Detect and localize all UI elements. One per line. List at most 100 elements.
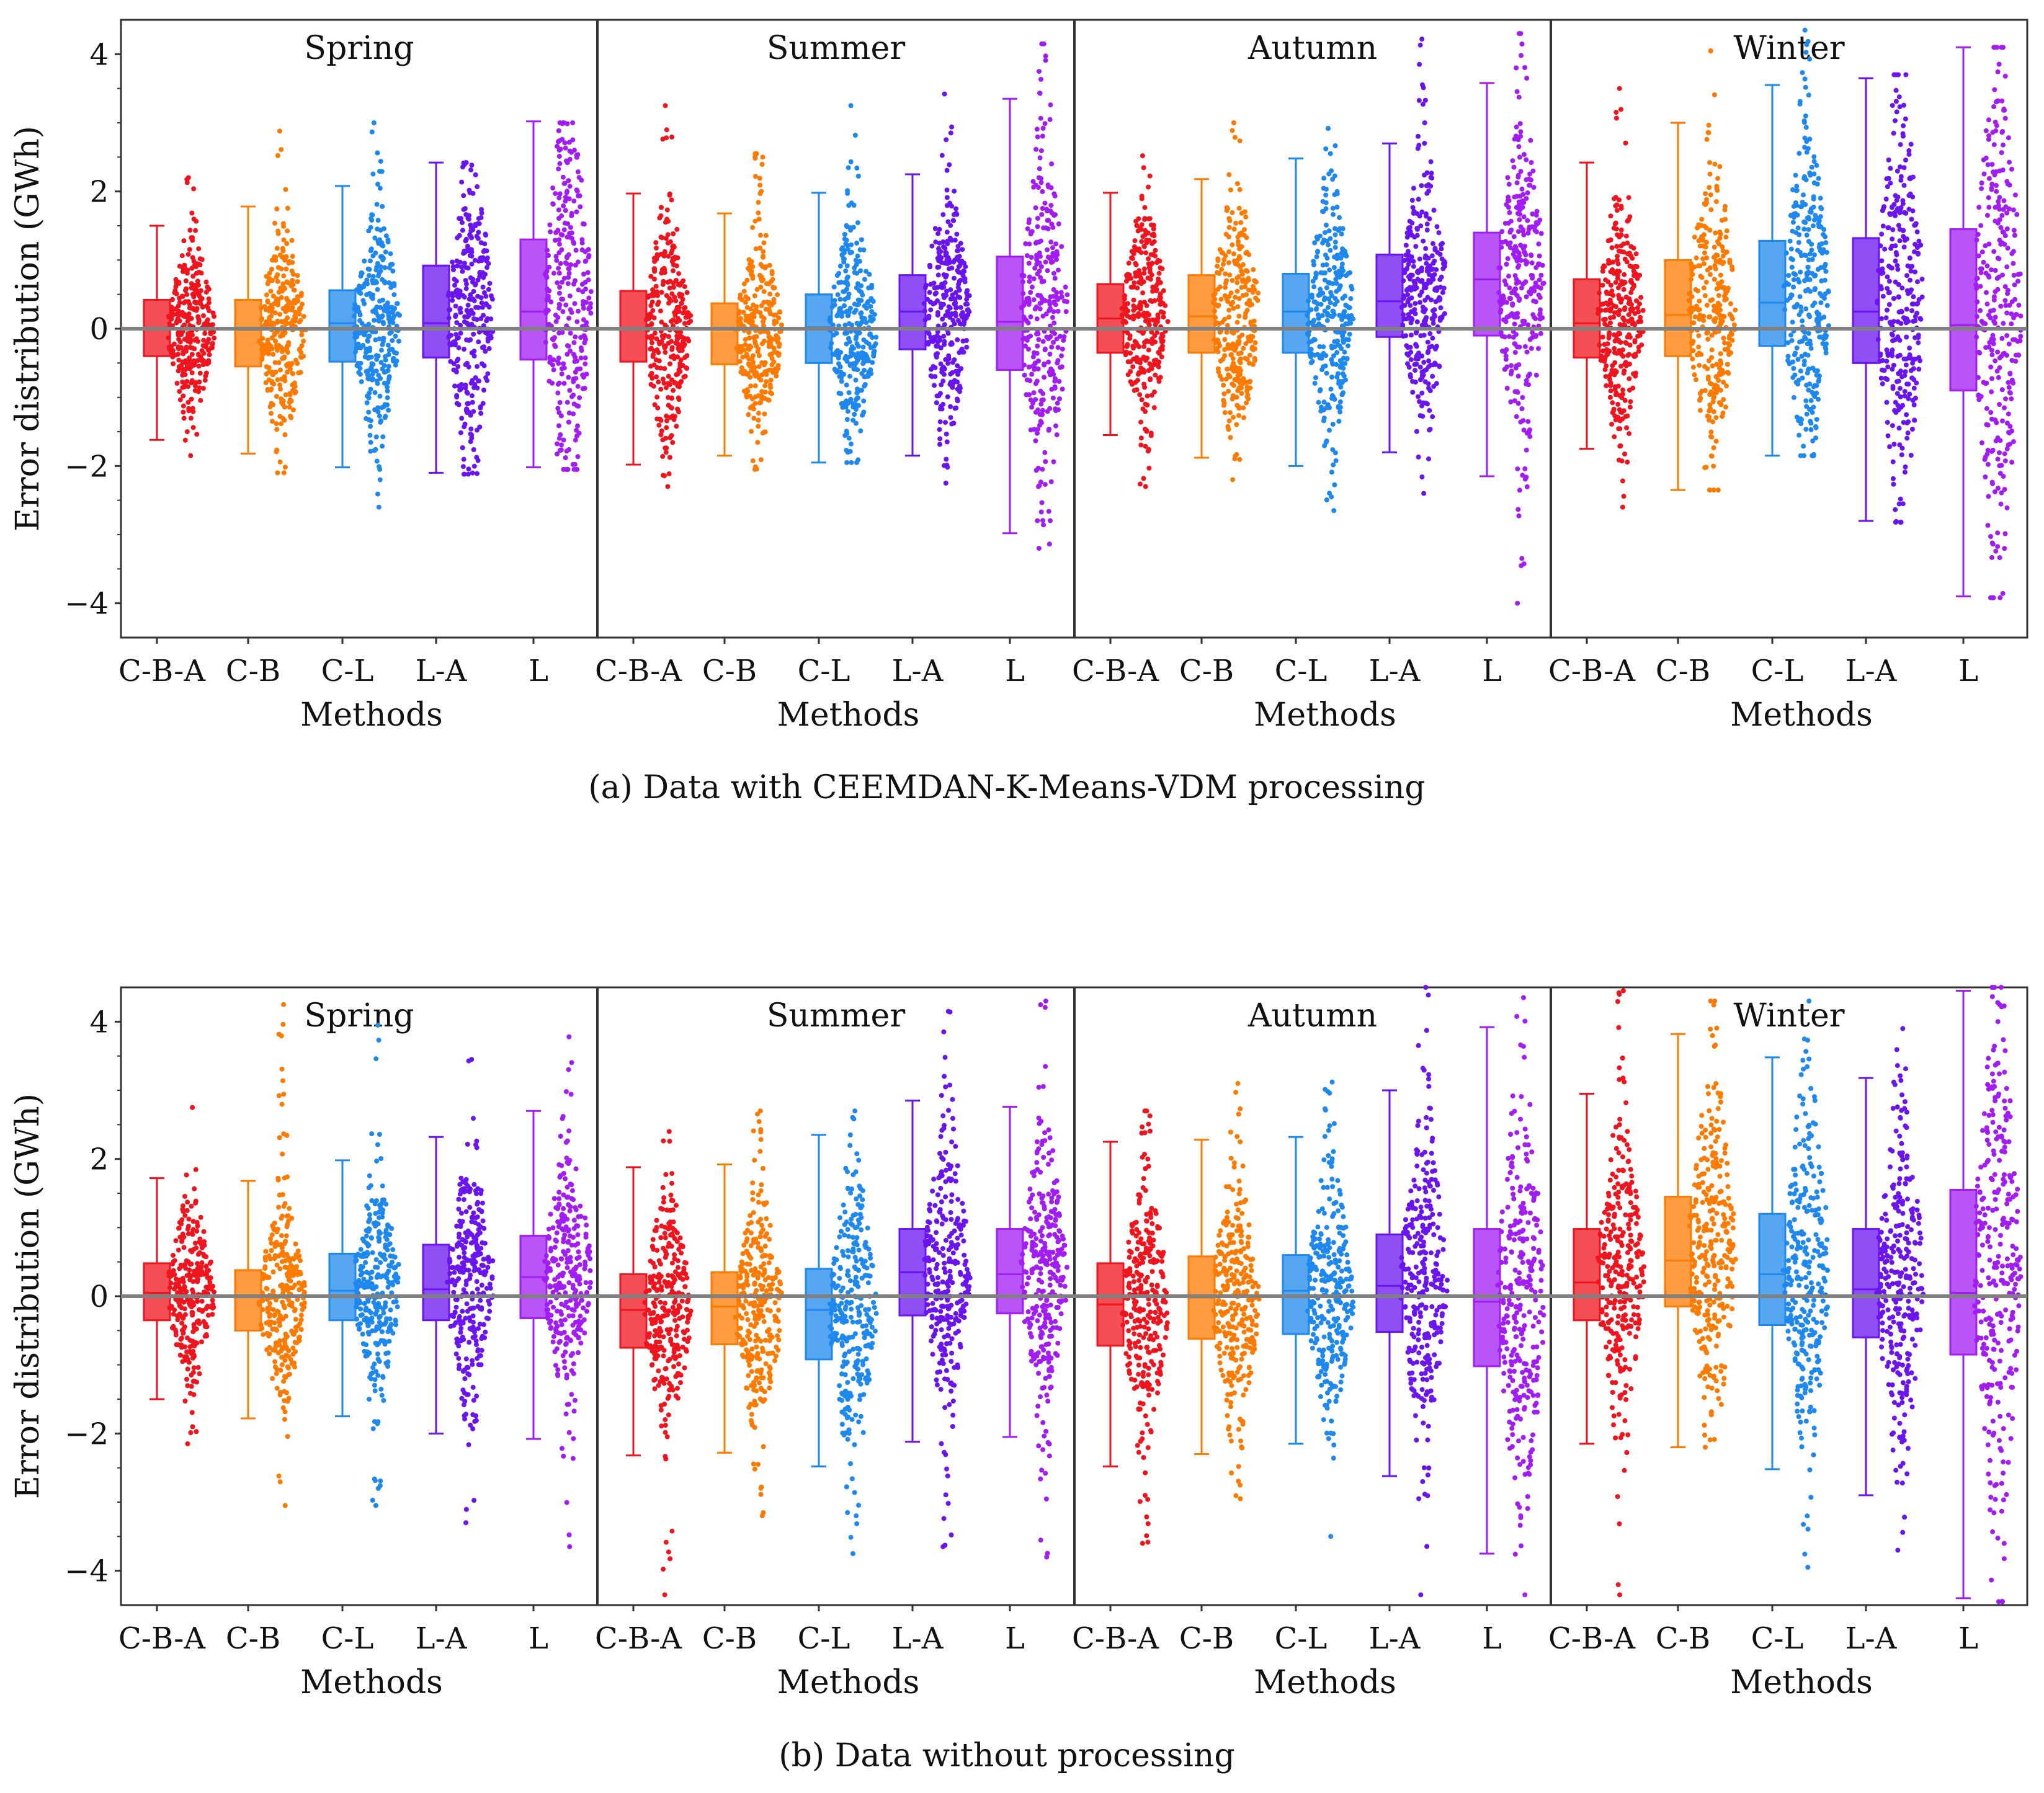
scatter-point	[1310, 295, 1314, 300]
scatter-point	[861, 398, 867, 404]
scatter-point	[1425, 339, 1430, 345]
scatter-point	[1311, 262, 1316, 267]
scatter-point	[182, 437, 188, 443]
scatter-point	[1601, 317, 1606, 323]
scatter-point	[203, 342, 208, 348]
scatter-point	[1497, 299, 1502, 304]
scatter-point	[1630, 256, 1635, 261]
scatter-point	[264, 319, 269, 324]
scatter-point	[193, 228, 199, 233]
scatter-point	[1047, 541, 1052, 547]
scatter-point	[659, 319, 664, 325]
scatter-point	[190, 274, 196, 279]
scatter-point	[1038, 254, 1043, 259]
scatter-point	[269, 380, 275, 386]
scatter-point	[1622, 368, 1627, 373]
scatter-point	[189, 370, 195, 376]
scatter-point	[671, 285, 676, 290]
scatter-point	[190, 332, 195, 338]
scatter-point	[466, 466, 471, 472]
scatter-point	[844, 429, 849, 434]
scatter-point	[467, 232, 473, 238]
scatter-point	[922, 308, 927, 314]
scatter-point	[650, 308, 656, 313]
scatter-point	[296, 370, 301, 376]
scatter-point	[1138, 250, 1144, 256]
scatter-point	[927, 290, 932, 295]
scatter-point	[937, 427, 942, 432]
scatter-point	[193, 380, 199, 385]
scatter-point	[1421, 308, 1426, 314]
scatter-point	[1343, 321, 1349, 327]
scatter-point	[582, 323, 588, 328]
scatter-point	[1141, 381, 1147, 387]
scatter-point	[188, 416, 194, 421]
scatter-point	[281, 237, 287, 242]
scatter-point	[1048, 185, 1054, 190]
scatter-point	[575, 454, 581, 460]
scatter-point	[381, 336, 386, 341]
scatter-point	[1321, 185, 1326, 191]
scatter-point	[1143, 443, 1148, 449]
scatter-point	[394, 358, 399, 364]
scatter-point	[831, 332, 836, 338]
scatter-point	[665, 280, 671, 285]
scatter-point	[390, 269, 396, 274]
scatter-point	[566, 266, 572, 272]
scatter-point	[471, 316, 477, 322]
scatter-point	[1245, 386, 1251, 392]
scatter-point	[1231, 414, 1236, 420]
scatter-point	[579, 247, 585, 252]
scatter-point	[177, 300, 182, 305]
scatter-point	[481, 388, 486, 393]
scatter-point	[676, 409, 681, 414]
scatter-point	[669, 197, 674, 203]
scatter-point	[460, 220, 465, 225]
scatter-point	[1321, 344, 1326, 350]
scatter-point	[953, 300, 958, 306]
scatter-point	[548, 229, 553, 234]
scatter-point	[274, 447, 280, 453]
scatter-point	[750, 458, 756, 463]
scatter-point	[1241, 415, 1246, 420]
scatter-point	[1625, 218, 1631, 223]
scatter-point	[661, 253, 667, 259]
scatter-point	[957, 287, 962, 293]
scatter-point	[1029, 255, 1034, 260]
scatter-point	[1239, 391, 1244, 396]
scatter-point	[174, 291, 179, 296]
scatter-point	[1128, 350, 1133, 356]
scatter-point	[1310, 278, 1316, 284]
scatter-point	[1027, 274, 1032, 280]
scatter-point	[768, 377, 774, 383]
scatter-point	[1404, 266, 1409, 272]
scatter-point	[1308, 307, 1314, 313]
scatter-point	[459, 179, 465, 185]
scatter-point	[1620, 416, 1625, 422]
scatter-point	[1037, 269, 1042, 274]
scatter-point	[1040, 466, 1045, 472]
scatter-point	[376, 318, 382, 324]
scatter-point	[1128, 359, 1133, 365]
box-iqr	[996, 256, 1024, 371]
scatter-point	[1252, 278, 1257, 283]
scatter-point	[1318, 301, 1324, 307]
scatter-point	[771, 345, 777, 351]
scatter-point	[390, 262, 395, 267]
scatter-point	[378, 254, 383, 259]
scatter-point	[364, 400, 370, 406]
scatter-point	[1330, 205, 1336, 211]
box-l-a: L-A	[1369, 37, 1448, 688]
scatter-point	[181, 403, 186, 409]
scatter-point	[1237, 245, 1243, 250]
scatter-point	[956, 368, 962, 374]
scatter-point	[1313, 375, 1318, 380]
scatter-point	[776, 315, 782, 321]
scatter-point	[365, 339, 370, 344]
scatter-point	[382, 280, 388, 286]
scatter-point	[1430, 362, 1436, 368]
scatter-point	[746, 412, 751, 417]
scatter-point	[1329, 469, 1334, 475]
scatter-point	[1617, 407, 1622, 412]
scatter-point	[1316, 399, 1321, 405]
